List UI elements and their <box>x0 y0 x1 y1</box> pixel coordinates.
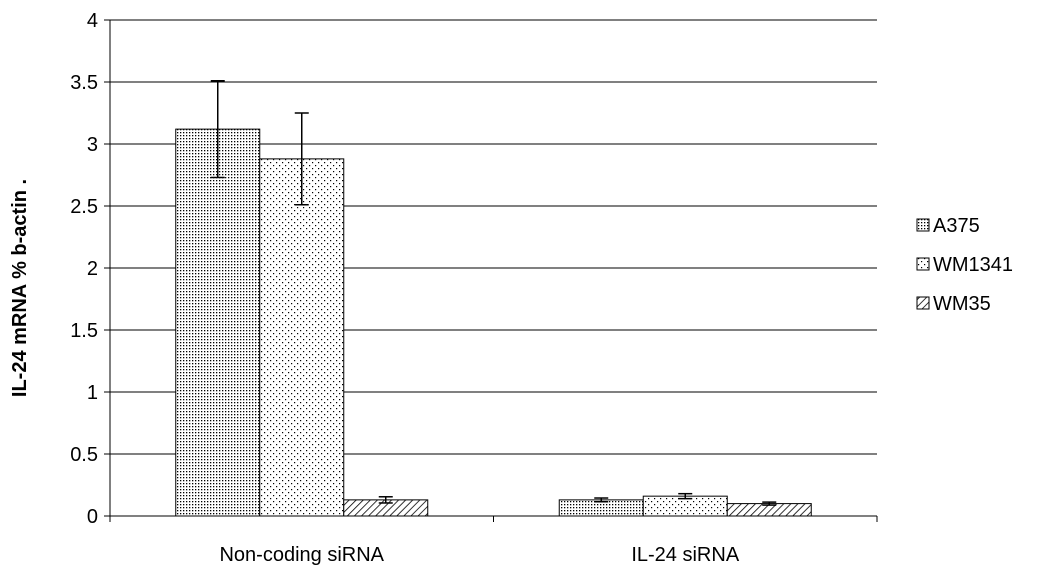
y-tick-label: 4 <box>87 10 98 32</box>
legend-swatch-a375 <box>916 218 930 232</box>
legend-label-wm35: WM35 <box>933 293 991 315</box>
x-category-label: Non-coding siRNA <box>219 544 384 566</box>
y-tick-label: 3.5 <box>70 72 98 94</box>
y-tick-label: 1 <box>87 382 98 404</box>
y-tick-label: 2.5 <box>70 196 98 218</box>
legend-swatch-wm1341 <box>916 257 930 271</box>
bars <box>175 128 812 517</box>
y-tick-label: 0.5 <box>70 444 98 466</box>
y-tick-label: 0 <box>87 506 98 528</box>
y-tick-label: 1.5 <box>70 320 98 342</box>
bar-wm1341-1 <box>259 158 345 517</box>
legend-swatch-wm35 <box>916 296 930 310</box>
axes <box>104 19 878 522</box>
y-axis-label: IL-24 mRNA % b-actin . <box>9 179 31 397</box>
axis-labels: 0 0.5 1 1.5 2 2.5 3 3.5 4 Non-coding siRNA IL-24 s… <box>70 10 740 566</box>
bar-a375-1 <box>175 128 261 517</box>
error-bars <box>210 80 777 506</box>
legend-label-wm1341: WM1341 <box>933 254 1013 276</box>
legend: A375 WM1341 WM35 <box>916 215 1013 315</box>
x-category-label: IL-24 siRNA <box>631 544 739 566</box>
y-tick-label: 3 <box>87 134 98 156</box>
legend-label-a375: A375 <box>933 215 980 237</box>
y-tick-label: 2 <box>87 258 98 280</box>
